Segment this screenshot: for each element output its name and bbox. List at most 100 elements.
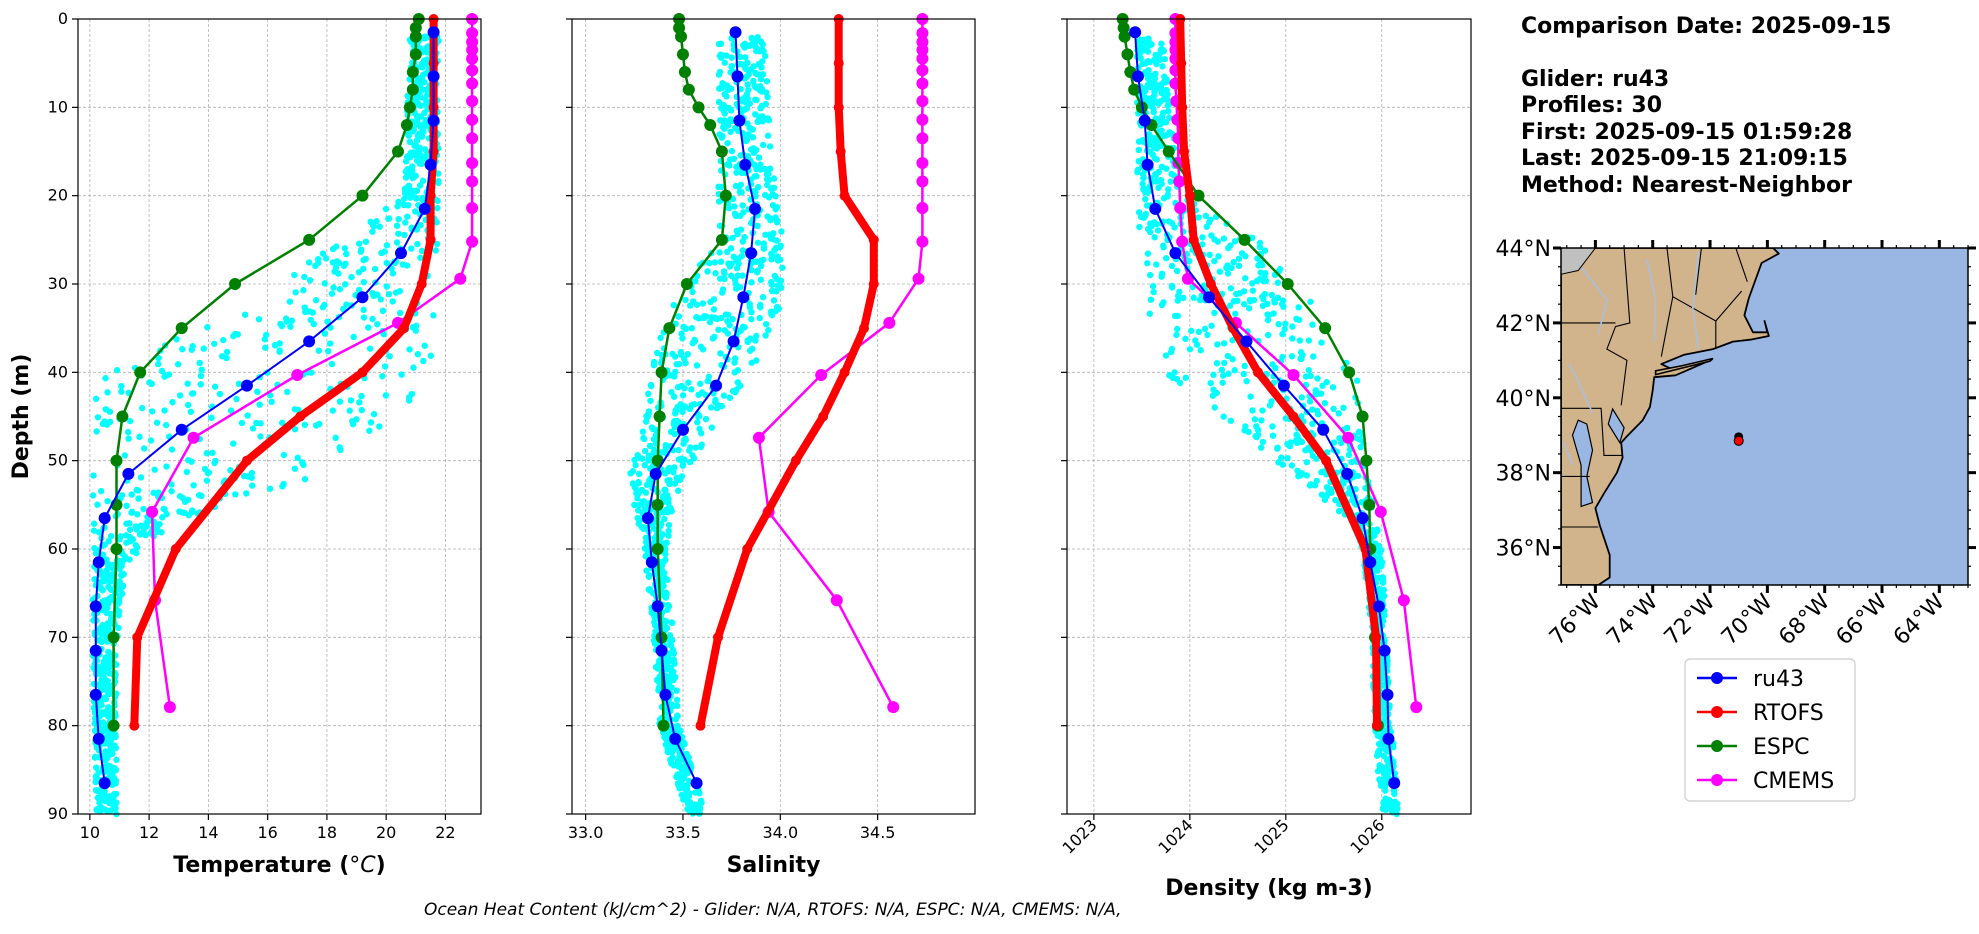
glider-point [634, 514, 641, 522]
glider-point [739, 202, 746, 209]
glider-point [1251, 416, 1258, 423]
glider-point [1135, 146, 1143, 154]
series-point-ru43 [98, 512, 111, 525]
glider-point [291, 425, 299, 433]
x-axis-label-part: °C [349, 853, 376, 878]
glider-point [668, 388, 675, 396]
glider-point [1136, 49, 1144, 57]
glider-point [286, 298, 294, 305]
glider-point [1182, 374, 1190, 381]
series-point-rtofs [425, 190, 436, 201]
glider-point [642, 553, 649, 560]
series-point-rtofs [839, 367, 850, 378]
glider-point [729, 316, 736, 323]
glider-point [702, 415, 710, 423]
glider-point [743, 66, 750, 73]
series-point-cmems [916, 43, 929, 56]
glider-point [736, 188, 744, 196]
glider-point [400, 195, 408, 203]
glider-point [184, 401, 192, 409]
glider-point [395, 198, 402, 206]
glider-point [243, 490, 250, 497]
glider-point [422, 100, 430, 108]
glider-point [412, 327, 420, 334]
glider-point [1391, 798, 1399, 805]
glider-point [98, 638, 105, 646]
glider-point [1268, 291, 1275, 299]
glider-point [637, 455, 644, 462]
series-point-cmems [916, 132, 929, 145]
glider-point [760, 240, 768, 247]
glider-point [1293, 315, 1300, 323]
glider-point [419, 86, 427, 93]
series-point-ru43 [1356, 512, 1369, 525]
glider-point [360, 306, 367, 314]
glider-point [416, 149, 423, 156]
series-point-rtofs [859, 323, 870, 334]
glider-point [667, 636, 675, 644]
glider-point [1259, 407, 1266, 414]
glider-point [125, 435, 132, 442]
glider-point [1236, 290, 1243, 297]
glider-point [1147, 296, 1155, 303]
glider-point [651, 619, 658, 626]
glider-point [743, 105, 750, 112]
glider-point [401, 231, 408, 239]
glider-point [749, 126, 756, 133]
glider-point [1158, 273, 1165, 280]
series-line-rtofs [1176, 15, 1381, 730]
glider-point [674, 780, 682, 787]
series-point-ru43 [710, 379, 723, 392]
series-point-ru43 [92, 732, 105, 745]
glider-point [129, 536, 137, 543]
glider-point [92, 395, 100, 403]
glider-point [1305, 337, 1313, 344]
series-point-cmems [916, 175, 929, 188]
series-point-cmems [916, 95, 929, 108]
glider-point [416, 182, 424, 189]
glider-point [176, 392, 184, 399]
glider-point [1376, 590, 1384, 598]
glider-point [1224, 352, 1232, 360]
long-island [1654, 357, 1714, 376]
series-point-ru43 [122, 467, 135, 480]
glider-point [1282, 320, 1289, 328]
glider-point [211, 383, 219, 390]
glider-point [1173, 267, 1181, 275]
glider-point [1284, 455, 1291, 462]
series-point-cmems [1173, 175, 1186, 188]
glider-point [385, 215, 392, 222]
glider-point [419, 194, 426, 202]
series-point-ru43 [1381, 688, 1394, 701]
series-point-ru43 [394, 247, 407, 260]
glider-point [402, 168, 410, 175]
glider-point [341, 281, 349, 288]
glider-point [734, 379, 742, 386]
glider-point [370, 410, 378, 418]
glider-point [1264, 300, 1271, 308]
glider-point [1216, 268, 1224, 275]
glider-point [759, 293, 767, 301]
glider-point [669, 671, 676, 679]
glider-point [1155, 100, 1162, 107]
glider-point [1227, 285, 1235, 292]
glider-point [232, 491, 239, 498]
glider-point [1211, 257, 1218, 265]
glider-point [674, 771, 682, 778]
glider-point [1143, 202, 1151, 209]
glider-point [358, 392, 365, 400]
legend-label: ru43 [1753, 667, 1804, 692]
glider-point [135, 495, 142, 502]
glider-point [698, 389, 706, 396]
series-point-cmems [916, 52, 929, 65]
glider-point [1337, 439, 1345, 447]
glider-point [1288, 462, 1296, 469]
glider-point [759, 58, 766, 65]
series-point-espc [356, 189, 369, 202]
glider-point [284, 388, 291, 396]
x-axis-label-part: Temperature ( [173, 853, 349, 878]
glider-point [155, 489, 162, 496]
glider-point [718, 84, 725, 92]
glider-point [1158, 89, 1165, 97]
glider-point [301, 421, 309, 429]
